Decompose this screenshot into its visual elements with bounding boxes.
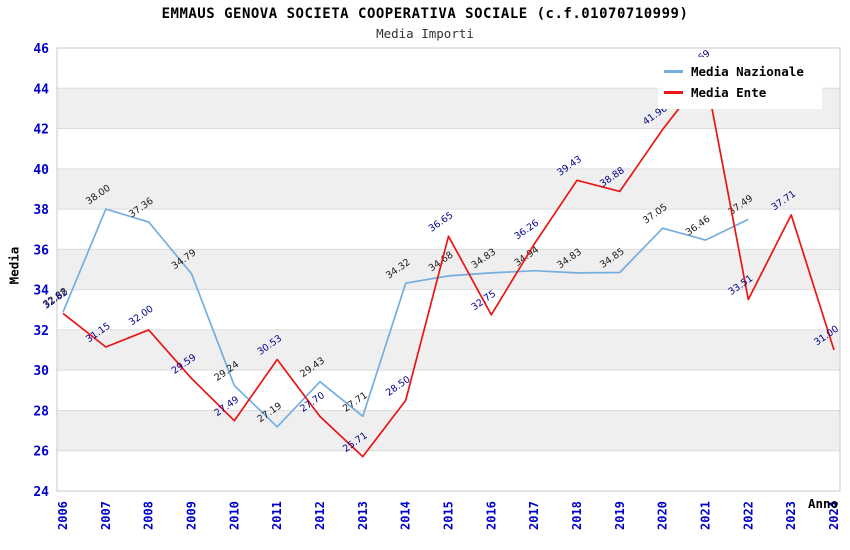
x-tick-label: 2006 xyxy=(56,501,70,530)
plot-band xyxy=(57,410,840,451)
y-tick-label: 36 xyxy=(33,243,49,258)
data-label: 36.26 xyxy=(512,218,541,243)
x-tick-label: 2017 xyxy=(527,501,541,530)
y-tick-label: 26 xyxy=(33,445,49,460)
legend-item-media-ente: Media Ente xyxy=(660,82,816,103)
x-tick-label: 2018 xyxy=(570,501,584,530)
x-tick-label: 2019 xyxy=(613,501,627,530)
x-tick-label: 2007 xyxy=(99,501,113,530)
chart-title: EMMAUS GENOVA SOCIETA COOPERATIVA SOCIAL… xyxy=(161,6,689,22)
x-tick-label: 2014 xyxy=(399,501,413,530)
x-tick-label: 2021 xyxy=(699,501,713,530)
x-tick-label: 2015 xyxy=(442,501,456,530)
legend-item-media-nazionale: Media Nazionale xyxy=(660,61,816,82)
x-tick-label: 2024 xyxy=(827,501,841,530)
data-label: 28.50 xyxy=(384,374,413,399)
x-tick-label: 2010 xyxy=(227,501,241,530)
legend-label-ente: Media Ente xyxy=(691,85,767,100)
x-tick-label: 2022 xyxy=(741,501,755,530)
y-axis-title: Media xyxy=(6,246,22,285)
x-tick-label: 2011 xyxy=(270,501,284,530)
legend-swatch-ente-line-icon xyxy=(664,91,683,94)
series-line-media-nazionale xyxy=(62,208,749,428)
y-tick-label: 44 xyxy=(33,82,49,97)
legend-label-nazionale: Media Nazionale xyxy=(691,64,804,79)
y-tick-label: 30 xyxy=(33,364,49,379)
y-tick-label: 24 xyxy=(33,485,49,500)
chart-subtitle: Media Importi xyxy=(376,26,474,41)
y-tick-label: 38 xyxy=(33,203,49,218)
data-label: 32.00 xyxy=(127,304,156,329)
x-tick-label: 2008 xyxy=(142,501,156,530)
data-label: 36.46 xyxy=(684,214,713,239)
y-tick-label: 42 xyxy=(33,123,49,138)
x-tick-label: 2016 xyxy=(484,501,498,530)
x-tick-label: 2023 xyxy=(784,501,798,530)
y-tick-label: 40 xyxy=(33,163,49,178)
legend: Media Nazionale Media Ente xyxy=(658,57,822,109)
legend-swatch-nazionale-line-icon xyxy=(664,70,683,73)
x-tick-label: 2020 xyxy=(656,501,670,530)
x-tick-label: 2012 xyxy=(313,501,327,530)
y-tick-label: 32 xyxy=(33,324,49,339)
x-tick-label: 2013 xyxy=(356,501,370,530)
y-tick-label: 34 xyxy=(33,284,49,299)
y-tick-label: 46 xyxy=(33,42,49,57)
data-label: 36.65 xyxy=(427,210,456,235)
x-tick-label: 2009 xyxy=(185,501,199,530)
y-tick-label: 28 xyxy=(33,404,49,419)
plot-band xyxy=(57,168,840,210)
x-axis-title: Anno xyxy=(808,496,839,511)
plot-band xyxy=(57,329,840,371)
plot-border xyxy=(56,47,841,492)
